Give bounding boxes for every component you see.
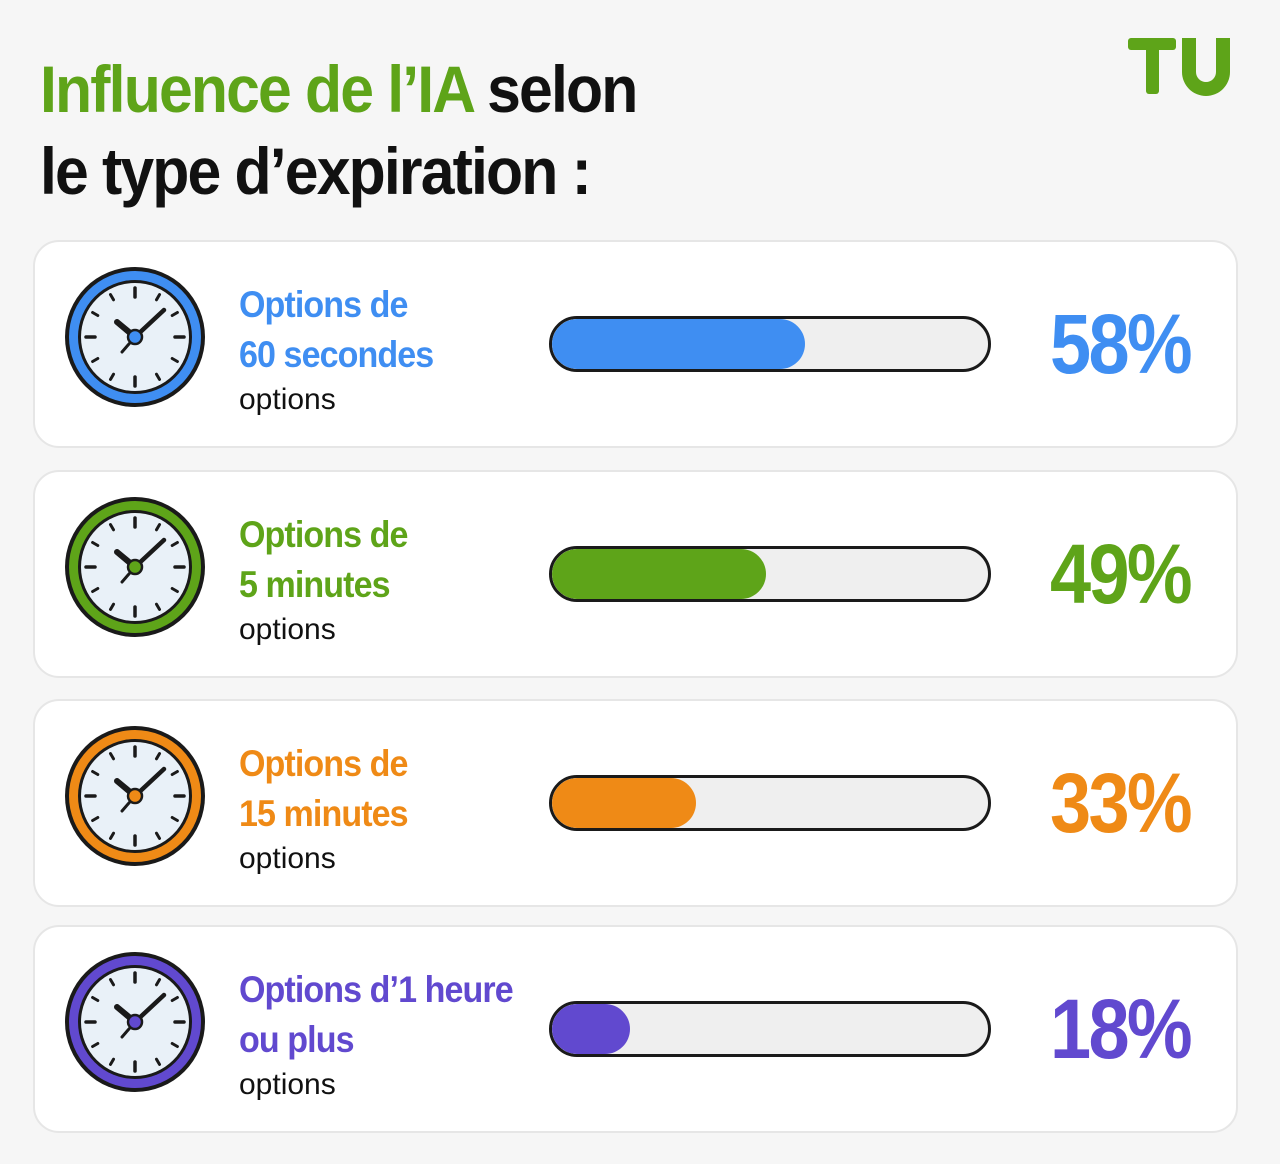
value-label: 18% xyxy=(1049,982,1193,1076)
category-label-line1: Options de xyxy=(239,743,408,784)
category-sublabel: options xyxy=(239,842,336,875)
clock-icon xyxy=(65,726,205,866)
value-label: 33% xyxy=(1049,756,1193,850)
category-sublabel: options xyxy=(239,613,336,646)
bar-track xyxy=(549,316,991,372)
chart-row: Options de 15 minutes options 33% xyxy=(33,699,1238,907)
bar-fill xyxy=(552,778,696,828)
bar-fill xyxy=(552,319,805,369)
title-rest: selon xyxy=(487,52,638,126)
bar-track xyxy=(549,546,991,602)
category-label-line2: 60 secondes xyxy=(239,334,434,375)
clock-icon xyxy=(65,267,205,407)
clock-icon xyxy=(65,952,205,1092)
category-label: Options de 15 minutes xyxy=(239,739,543,839)
value-label: 58% xyxy=(1049,297,1193,391)
bar-track xyxy=(549,775,991,831)
title-accent: Influence de l’IA xyxy=(40,52,474,126)
bar-fill xyxy=(552,549,766,599)
category-sublabel: options xyxy=(239,1068,336,1101)
category-label-line1: Options de xyxy=(239,284,408,325)
category-label-line2: 5 minutes xyxy=(239,564,391,605)
category-label-line1: Options de xyxy=(239,514,408,555)
page-title: Influence de l’IA selon le type d’expira… xyxy=(40,48,638,212)
category-label-line2: ou plus xyxy=(239,1019,355,1060)
chart-row: Options de 5 minutes options 49% xyxy=(33,470,1238,678)
category-label: Options de 60 secondes xyxy=(239,280,543,380)
bar-track xyxy=(549,1001,991,1057)
category-label: Options de 5 minutes xyxy=(239,510,543,610)
category-label-line1: Options d’1 heure xyxy=(239,969,514,1010)
title-line2: le type d’expiration : xyxy=(40,134,592,208)
category-sublabel: options xyxy=(239,383,336,416)
value-label: 49% xyxy=(1049,527,1193,621)
bar-fill xyxy=(552,1004,631,1054)
category-label-line2: 15 minutes xyxy=(239,793,409,834)
chart-row: Options d’1 heure ou plus options 18% xyxy=(33,925,1238,1133)
clock-icon xyxy=(65,497,205,637)
tu-logo-icon xyxy=(1128,38,1230,96)
chart-row: Options de 60 secondes options 58% xyxy=(33,240,1238,448)
category-label: Options d’1 heure ou plus xyxy=(239,965,543,1065)
